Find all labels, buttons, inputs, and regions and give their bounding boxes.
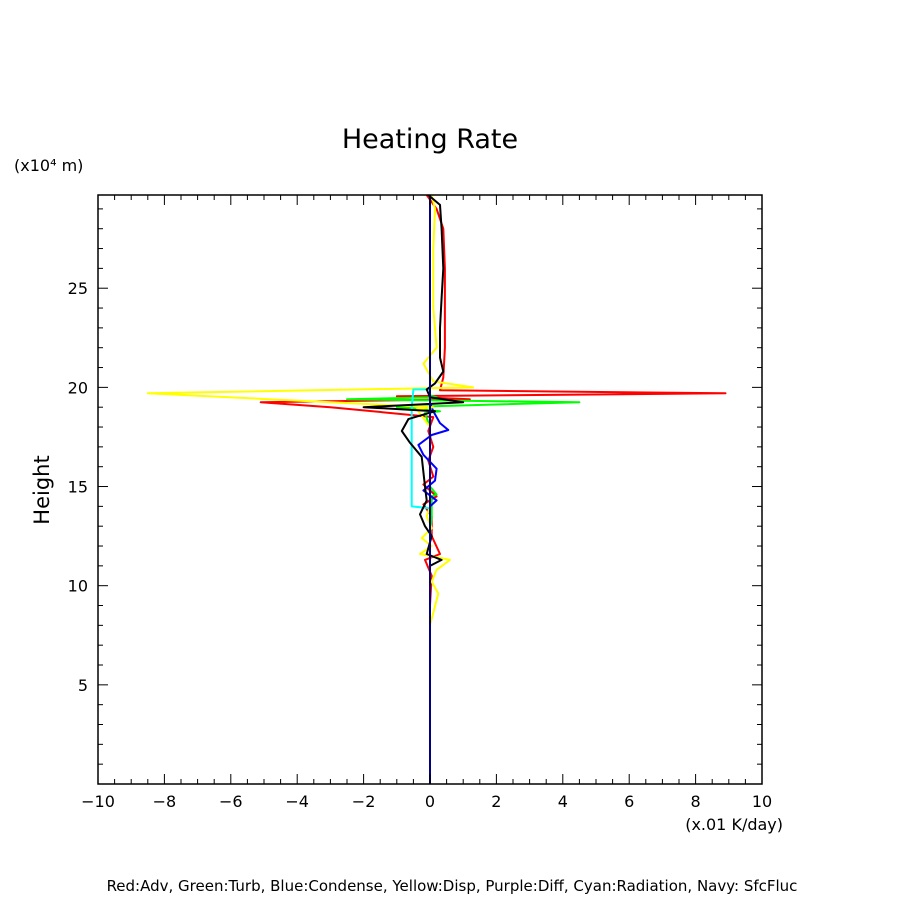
- series-layer: [146, 194, 727, 784]
- x-tick-label: −6: [219, 792, 243, 811]
- x-tick-label: 10: [752, 792, 772, 811]
- tick-layer: −10 −8 −6 −4 −2 0 2 4 6 8 10 5 10 15 20 25: [68, 195, 772, 811]
- y-tick-label: 25: [68, 279, 88, 298]
- series-line-condense: [417, 195, 450, 784]
- x-tick-label: 6: [624, 792, 634, 811]
- x-tick-label: −10: [81, 792, 115, 811]
- x-tick-label: −8: [153, 792, 177, 811]
- y-tick-label: 20: [68, 378, 88, 397]
- y-axis-label: Height: [30, 455, 54, 524]
- x-tick-label: 2: [491, 792, 501, 811]
- x-unit-label: (x.01 K/day): [685, 815, 783, 834]
- legend-text: Red:Adv, Green:Turb, Blue:Condense, Yell…: [107, 877, 798, 895]
- series-line-disp: [146, 194, 475, 626]
- x-tick-label: −4: [285, 792, 309, 811]
- series-line-adv: [259, 194, 727, 784]
- y-tick-label: 15: [68, 478, 88, 497]
- x-tick-label: 0: [425, 792, 435, 811]
- plot-frame: [97, 194, 763, 785]
- y-tick-label: 5: [78, 676, 88, 695]
- y-unit-label: (x10⁴ m): [14, 156, 83, 175]
- y-tick-label: 10: [68, 577, 88, 596]
- x-tick-label: −2: [352, 792, 376, 811]
- series-line-turb: [346, 394, 581, 784]
- x-tick-label: 8: [691, 792, 701, 811]
- x-tick-label: 4: [558, 792, 568, 811]
- chart-title: Heating Rate: [342, 124, 518, 155]
